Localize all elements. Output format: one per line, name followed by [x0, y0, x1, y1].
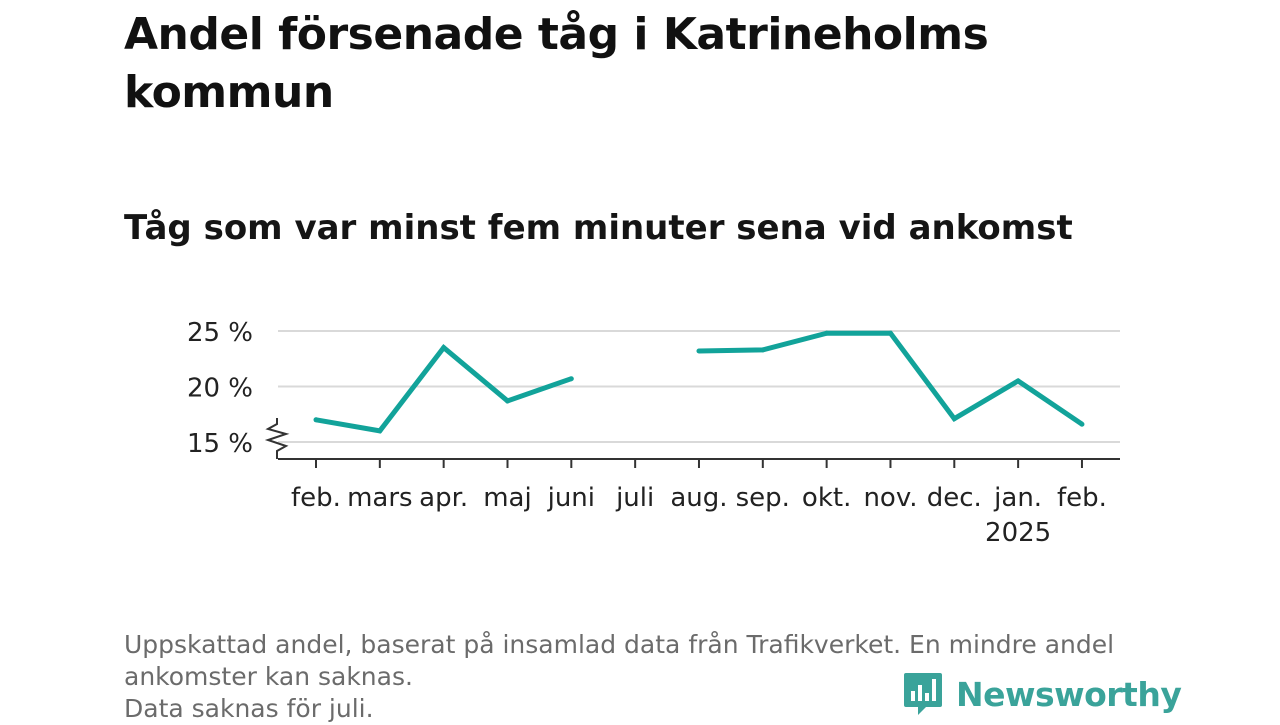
x-tick-label: juni: [547, 483, 595, 513]
data-point: [1079, 421, 1085, 427]
x-tick-label: feb.: [1057, 483, 1107, 513]
x-tick-label: sep.: [736, 483, 790, 513]
data-point: [760, 347, 766, 353]
x-tick-label: mars: [347, 483, 413, 513]
chart-title: Andel försenade tåg i Katrineholms kommu…: [124, 9, 989, 118]
footnote-line-3: Data saknas för juli.: [124, 694, 374, 723]
y-axis-labels: 15 % 20 % 25 %: [187, 318, 253, 459]
series-layer: [313, 330, 1085, 434]
x-tick-label: feb.: [291, 483, 341, 513]
data-point: [696, 348, 702, 354]
x-tick-label: nov.: [863, 483, 917, 513]
x-tick-label: apr.: [419, 483, 468, 513]
x-tick-label: juli: [615, 483, 654, 513]
bar-chart-icon: [904, 673, 942, 715]
footnote-line-2: ankomster kan saknas.: [124, 662, 413, 691]
data-point: [313, 417, 319, 423]
gridlines: [278, 330, 1120, 443]
x-tick-label: dec.: [927, 483, 982, 513]
footnote-line-1: Uppskattad andel, baserat på insamlad da…: [124, 630, 1115, 659]
year-label: 2025: [985, 518, 1051, 548]
y-tick-label: 15 %: [187, 429, 253, 459]
data-point: [887, 330, 893, 336]
data-point: [377, 428, 383, 434]
series-line-segment: [315, 344, 573, 434]
axis-break-marker: [264, 418, 290, 459]
data-point: [568, 376, 574, 382]
y-tick-label: 20 %: [187, 374, 253, 404]
data-point: [951, 416, 957, 422]
brand-name: Newsworthy: [956, 674, 1182, 714]
line-chart: 15 %20 %25 % feb. mars apr. maj juni juli aug.…: [187, 318, 1120, 548]
y-tick-label: 25 %: [187, 318, 253, 348]
x-axis-labels: feb. mars apr. maj juni juli aug. sep. okt. nov. d…: [291, 483, 1107, 548]
data-point: [441, 345, 447, 351]
x-tick-label: maj: [483, 483, 531, 513]
series-line-segment: [698, 330, 1084, 427]
data-point: [1015, 378, 1021, 384]
x-tick-label: jan.: [993, 483, 1042, 513]
data-point: [824, 330, 830, 336]
chart-subtitle: Tåg som var minst fem minuter sena vid a…: [124, 208, 1073, 248]
x-axis: [264, 418, 1120, 468]
x-tick-label: aug.: [670, 483, 727, 513]
newsworthy-logo: Newsworthy: [902, 671, 1182, 717]
data-point: [504, 398, 510, 404]
footnote: Uppskattad andel, baserat på insamlad da…: [124, 629, 1174, 725]
x-tick-label: okt.: [802, 483, 851, 513]
